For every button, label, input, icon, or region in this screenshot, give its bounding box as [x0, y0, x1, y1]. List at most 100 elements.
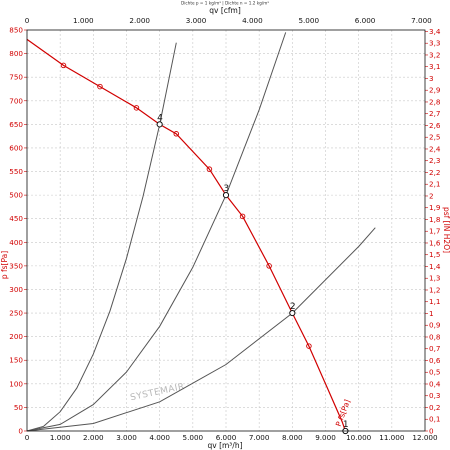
fan-curve-marker — [133, 105, 140, 111]
y-tick-left: 450 — [9, 214, 23, 223]
chart-title: Dichte p = 1 kg/m³ | Dichte n = 1.2 kg/m… — [181, 1, 269, 6]
x-tick-bottom: 1.000 — [50, 433, 71, 442]
y-tick-right: 3,4 — [429, 27, 441, 36]
y-tick-right: 1,7 — [429, 227, 440, 236]
x-tick-top: 0 — [25, 16, 30, 25]
y-tick-right: 1,6 — [429, 238, 441, 247]
tick-labels: 0 1.000 2.000 3.000 4.000 5.000 6.000 7.000 8.00… — [9, 16, 441, 442]
y-tick-left: 0 — [18, 427, 23, 436]
x-tick-bottom: 10.000 — [346, 433, 372, 442]
system-curve-1 — [26, 42, 177, 432]
y-tick-left: 400 — [9, 238, 23, 247]
y-tick-left: 550 — [9, 167, 23, 176]
y-tick-left: 600 — [9, 143, 23, 152]
y-tick-left: 50 — [14, 403, 24, 412]
operating-point-label: 1 — [343, 420, 349, 430]
operating-point-label: 3 — [224, 184, 230, 194]
fan-curve-marker — [306, 343, 312, 349]
y-tick-right: 2,1 — [429, 180, 440, 189]
y-tick-right: 0,9 — [429, 321, 441, 330]
fan-curve-marker — [239, 213, 246, 220]
x-tick-bottom: 4.000 — [149, 433, 170, 442]
y-tick-right: 2 — [429, 191, 434, 200]
x-tick-bottom: 5.000 — [183, 433, 204, 442]
y-tick-left: 100 — [9, 379, 23, 388]
y-tick-left: 200 — [9, 332, 23, 341]
x-axis-bottom-label: qv [m³/h] — [207, 441, 242, 450]
y-tick-right: 1 — [429, 309, 434, 318]
system-curve-3 — [26, 227, 376, 432]
y-tick-right: 2,6 — [429, 121, 441, 130]
x-tick-top: 3.000 — [186, 16, 207, 25]
x-tick-top: 2.000 — [129, 16, 150, 25]
y-tick-right: 0,8 — [429, 332, 441, 341]
fan-curve-marker — [97, 83, 103, 90]
y-tick-right: 0,3 — [429, 391, 440, 400]
x-tick-bottom: 2.000 — [83, 433, 104, 442]
operating-point-label: 4 — [157, 113, 163, 123]
operating-point-4 — [156, 121, 163, 128]
y-tick-right: 0,1 — [429, 415, 440, 424]
y-tick-right: 0,2 — [429, 403, 440, 412]
fan-curve-marker — [266, 263, 272, 269]
x-tick-top: 4.000 — [242, 16, 263, 25]
y-tick-right: 0,7 — [429, 344, 440, 353]
x-tick-bottom: 8.000 — [282, 433, 303, 442]
y-tick-right: 0 — [429, 427, 434, 436]
fan-curve-marker — [60, 62, 67, 69]
x-axis-top-label: qv [cfm] — [209, 6, 241, 15]
y-tick-left: 850 — [9, 26, 23, 35]
operating-point-3 — [222, 192, 230, 199]
y-tick-right: 1,1 — [429, 297, 440, 306]
y-tick-left: 250 — [9, 309, 23, 318]
y-tick-right: 1,4 — [429, 262, 441, 271]
y-tick-right: 2,5 — [429, 133, 440, 142]
y-tick-right: 1,9 — [429, 203, 441, 212]
x-tick-bottom: 11.000 — [379, 433, 405, 442]
y-tick-left: 800 — [9, 49, 23, 58]
y-tick-left: 350 — [9, 261, 23, 270]
y-tick-left: 750 — [9, 73, 23, 82]
x-tick-bottom: 0 — [25, 433, 30, 442]
x-tick-top: 5.000 — [298, 16, 319, 25]
x-tick-bottom: 12.000 — [412, 433, 438, 442]
y-tick-right: 2,9 — [429, 86, 441, 95]
y-tick-right: 2,7 — [429, 109, 440, 118]
fan-curve-marker — [173, 131, 179, 137]
y-tick-right: 1,3 — [429, 274, 440, 283]
y-tick-right: 2,3 — [429, 156, 440, 165]
operating-point-label: 2 — [290, 302, 296, 312]
y-tick-right: 2,2 — [429, 168, 440, 177]
x-tick-bottom: 7.000 — [249, 433, 270, 442]
grid — [27, 30, 425, 431]
y-tick-right: 2,4 — [429, 144, 441, 153]
watermark: SYSTEMAIR — [129, 382, 185, 403]
y-tick-right: 3,3 — [429, 39, 440, 48]
system-curve-2 — [26, 32, 287, 432]
y-tick-right: 0,5 — [429, 368, 440, 377]
x-tick-top: 6.000 — [355, 16, 376, 25]
y-tick-left: 700 — [9, 96, 23, 105]
y-tick-right: 1,2 — [429, 285, 440, 294]
y-tick-right: 3,1 — [429, 62, 440, 71]
curves: P fs[Pa] — [26, 32, 376, 432]
y-tick-right: 3,2 — [429, 50, 440, 59]
y-tick-right: 1,8 — [429, 215, 441, 224]
y-axis-right-label: psf [IN H2O] — [442, 207, 450, 253]
fan-curve-marker — [206, 166, 213, 172]
y-tick-left: 150 — [9, 356, 23, 365]
y-tick-left: 650 — [9, 120, 23, 129]
x-tick-bottom: 6.000 — [216, 433, 237, 442]
y-tick-right: 1,5 — [429, 250, 440, 259]
fan-curve — [26, 38, 346, 432]
x-tick-bottom: 9.000 — [315, 433, 336, 442]
operating-points: 1 2 3 4 — [156, 113, 349, 435]
operating-point-2 — [289, 309, 296, 317]
y-tick-right: 0,6 — [429, 356, 441, 365]
x-tick-top: 7.000 — [411, 16, 432, 25]
x-tick-bottom: 3.000 — [116, 433, 137, 442]
y-tick-right: 2,8 — [429, 97, 441, 106]
y-tick-left: 500 — [9, 191, 23, 200]
y-tick-right: 0,4 — [429, 379, 441, 388]
